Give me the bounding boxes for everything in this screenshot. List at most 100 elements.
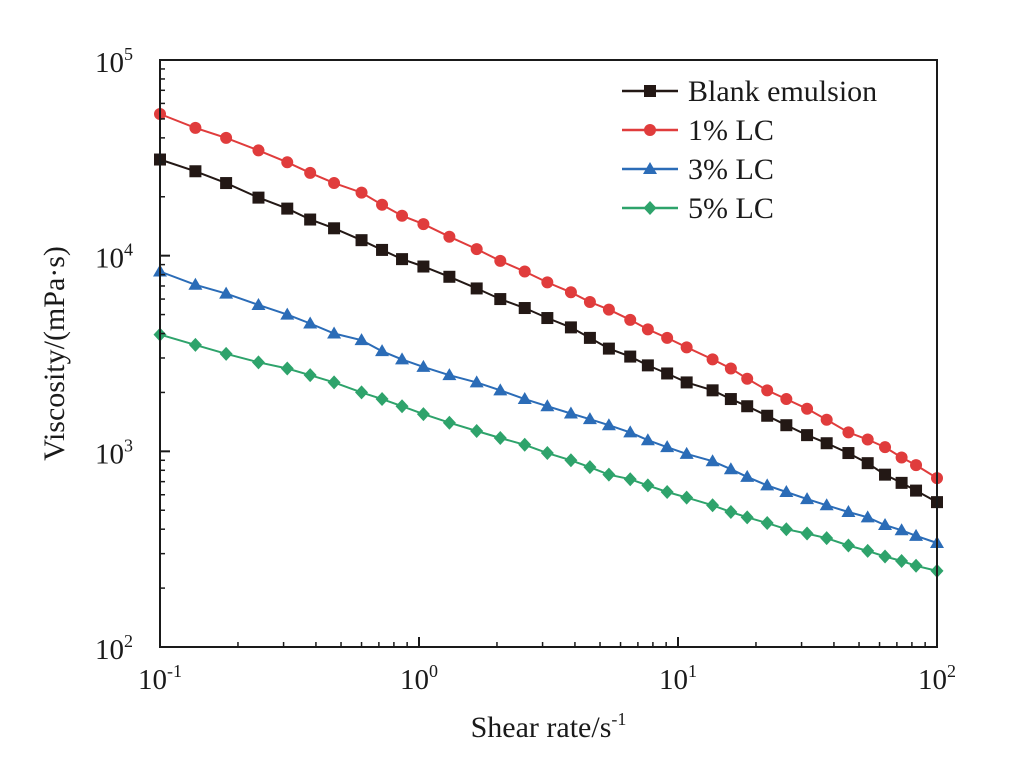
- data-point: [417, 260, 430, 273]
- data-point: [469, 375, 484, 388]
- data-point: [416, 407, 430, 422]
- y-tick-base: 10: [95, 634, 124, 666]
- data-point: [761, 384, 774, 397]
- data-point: [895, 554, 909, 569]
- data-point: [416, 359, 431, 372]
- data-point: [878, 518, 893, 531]
- data-point: [780, 419, 793, 432]
- data-point: [376, 198, 389, 211]
- data-point: [442, 368, 457, 381]
- data-point: [680, 341, 693, 354]
- data-point: [327, 375, 341, 390]
- data-point: [188, 337, 202, 352]
- data-point: [220, 177, 233, 190]
- legend-marker: [643, 201, 657, 215]
- data-point: [679, 446, 694, 459]
- data-point: [780, 393, 793, 406]
- data-point: [841, 504, 856, 517]
- data-point: [842, 447, 855, 460]
- data-point: [252, 144, 265, 157]
- data-point: [623, 472, 637, 487]
- data-point: [601, 418, 616, 431]
- data-point: [219, 286, 234, 299]
- data-point: [396, 209, 409, 222]
- data-point: [779, 484, 794, 497]
- y-tick-base: 10: [95, 438, 124, 470]
- data-point: [517, 392, 532, 405]
- x-tick-exp: -1: [167, 661, 182, 681]
- data-point: [541, 276, 554, 289]
- data-point: [660, 440, 675, 453]
- series-line: [159, 113, 938, 479]
- data-point: [706, 384, 719, 397]
- data-point: [910, 459, 923, 472]
- data-point: [724, 393, 737, 406]
- data-point: [280, 361, 294, 376]
- data-point: [220, 131, 233, 144]
- data-point: [582, 412, 597, 425]
- y-tick-exp: 4: [124, 240, 133, 260]
- x-tick-label: 101: [659, 661, 697, 696]
- data-point: [661, 367, 674, 380]
- data-point: [251, 297, 266, 310]
- data-point: [909, 528, 924, 541]
- data-point: [541, 312, 554, 325]
- data-point: [660, 484, 674, 499]
- data-point: [493, 383, 508, 396]
- data-point: [801, 429, 814, 442]
- data-point: [564, 453, 578, 468]
- data-point: [494, 254, 507, 267]
- x-tick-base: 10: [400, 664, 429, 696]
- data-point: [741, 400, 754, 413]
- axes-layer: [159, 59, 938, 648]
- data-point: [894, 523, 909, 536]
- data-point: [706, 498, 720, 513]
- series-layer: [153, 107, 944, 578]
- data-point: [354, 333, 369, 346]
- y-tick-label: 102: [95, 631, 133, 666]
- legend-item: 5% LC: [622, 192, 774, 225]
- x-axis-title: Shear rate/s-1: [471, 709, 627, 744]
- data-point: [518, 302, 531, 315]
- legend-label: 3% LC: [688, 153, 774, 186]
- data-point: [861, 457, 874, 470]
- data-point: [395, 352, 410, 365]
- data-point: [281, 156, 294, 169]
- data-point: [327, 326, 342, 339]
- data-point: [706, 353, 719, 366]
- data-point: [820, 531, 834, 546]
- data-point: [640, 433, 655, 446]
- data-point: [281, 202, 294, 215]
- data-point: [280, 307, 295, 320]
- data-point: [724, 362, 737, 375]
- data-point: [470, 424, 484, 439]
- y-tick-label: 103: [95, 435, 133, 470]
- data-point: [879, 441, 892, 454]
- data-point: [624, 313, 637, 326]
- y-tick-exp: 2: [124, 631, 133, 651]
- data-point: [878, 549, 892, 564]
- data-point: [355, 385, 369, 400]
- series-3: [153, 264, 944, 549]
- legend-label: Blank emulsion: [688, 75, 877, 108]
- data-point: [800, 492, 815, 505]
- data-point: [252, 191, 265, 204]
- data-point: [602, 467, 616, 482]
- y-axis-title: Viscosity/(mPa·s): [38, 246, 71, 461]
- data-point: [540, 399, 555, 412]
- data-point: [909, 558, 923, 573]
- data-point: [376, 243, 389, 256]
- data-point: [879, 468, 892, 481]
- series-1: [154, 153, 943, 509]
- data-point: [760, 478, 775, 491]
- data-point: [800, 526, 814, 541]
- x-tick-base: 10: [138, 664, 167, 696]
- legend-marker: [644, 124, 656, 136]
- data-point: [583, 460, 597, 475]
- axes-frame: [159, 59, 938, 648]
- series-4: [153, 327, 944, 578]
- x-tick-exp: 0: [429, 661, 438, 681]
- data-point: [219, 346, 233, 361]
- data-point: [470, 282, 483, 295]
